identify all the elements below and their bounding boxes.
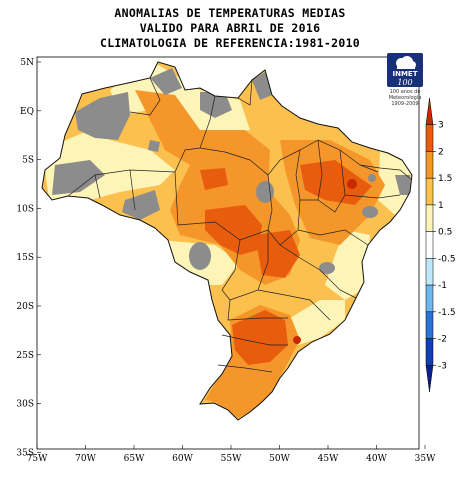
border-amapa	[237, 79, 253, 106]
colorbar-label: -1.5	[438, 308, 456, 318]
lon-label: 40W	[366, 454, 387, 464]
axis-ticks	[36, 61, 426, 453]
lon-label: 75W	[27, 454, 48, 464]
lon-label: 45W	[318, 454, 339, 464]
colorbar-segment	[425, 311, 434, 339]
colorbar-segment	[425, 204, 434, 232]
title-line-3: CLIMATOLOGIA DE REFERENCIA:1981-2010	[99, 36, 361, 50]
border-ceara	[359, 164, 413, 181]
border-acre-rondonia	[94, 169, 136, 211]
border-goias	[229, 230, 269, 301]
lat-label: 35S	[16, 448, 34, 458]
lat-label: 10S	[16, 204, 34, 214]
title-line-2: VALIDO PARA ABRIL DE 2016	[139, 21, 321, 35]
lat-label: EQ	[20, 107, 34, 117]
nodata-bahia-south	[319, 262, 335, 274]
nodata-mato-grosso	[189, 242, 211, 270]
anomaly-fields	[42, 62, 412, 420]
lon-label: 65W	[124, 454, 145, 464]
lon-label: 55W	[221, 454, 242, 464]
field-red-south	[232, 310, 288, 365]
border-sao-paulo	[227, 299, 288, 321]
colorbar-label: -0.5	[438, 254, 456, 264]
nodata-north	[150, 68, 182, 95]
field-core-northeast	[347, 179, 357, 189]
nodata-tocantins	[256, 181, 274, 203]
border-piaui-west	[300, 139, 323, 201]
colorbar-label: 1	[438, 201, 444, 211]
lat-label: 5N	[20, 58, 34, 68]
lon-label: 50W	[269, 454, 290, 464]
border-tocantins-west	[267, 174, 281, 246]
colorbar-label: -3	[438, 361, 447, 371]
colorbar-segment	[425, 231, 434, 259]
inmet-logo-badge: INMET 100	[387, 53, 423, 87]
lat-label: 20S	[16, 302, 34, 312]
field-red-north	[200, 168, 228, 190]
lon-label: 70W	[75, 454, 96, 464]
lon-label: 60W	[172, 454, 193, 464]
nodata-piaui	[368, 174, 376, 182]
nodata-rondonia	[122, 190, 160, 220]
lon-label: 35W	[415, 454, 436, 464]
lat-labels: 5N EQ 5S 10S 15S 20S 25S 30S 35S	[16, 58, 34, 458]
nodata-northwest	[75, 92, 130, 140]
lat-label: 25S	[16, 351, 34, 361]
border-bahia-south	[297, 229, 369, 246]
colorbar-segment	[425, 177, 434, 206]
colorbar-label: 2	[438, 147, 444, 157]
colorbar-segment	[425, 151, 434, 179]
colorbar-label: 1.5	[438, 174, 452, 184]
cloud-icon: INMET 100	[393, 56, 418, 87]
field-pale-northeast	[378, 150, 412, 215]
title-line-1: ANOMALIAS DE TEMPERATURAS MEDIAS	[114, 6, 346, 20]
field-core-southeast	[293, 336, 301, 344]
colorbar-segment	[425, 124, 434, 152]
lon-labels: 75W 70W 65W 60W 55W 50W 45W 40W 35W	[27, 454, 436, 464]
field-red-center-west	[205, 205, 262, 255]
border-mato-grosso-sul-west	[221, 239, 241, 301]
field-pale-southeast	[290, 300, 345, 345]
logo-number: 100	[397, 78, 412, 87]
colorbar-label: -1	[438, 281, 447, 291]
border-roraima	[129, 77, 161, 116]
lat-label: 15S	[16, 253, 34, 263]
nodata-amapa	[252, 72, 272, 100]
border-piaui-east	[317, 149, 346, 213]
nodata-north-central	[200, 92, 232, 118]
colorbar-segment	[425, 338, 434, 366]
nodata-bahia-north	[362, 206, 378, 218]
nodata-amazon-small	[148, 140, 160, 152]
colorbar-segment	[425, 365, 434, 393]
field-red-northeast	[300, 160, 372, 205]
colorbar-label: 3	[438, 121, 444, 131]
colorbar: 3 2 1.5 1 0.5 -0.5 -1 -1.5 -2 -3	[425, 97, 456, 393]
colorbar-segment	[425, 258, 434, 286]
nodata-acre	[52, 160, 105, 195]
colorbar-label: -2	[438, 335, 447, 345]
border-parana	[221, 334, 288, 346]
map-frame	[36, 56, 420, 450]
lat-label: 5S	[22, 156, 34, 166]
border-minas-north	[279, 244, 357, 299]
logo-caption: 100 anos de Meteorologia 1909-2009	[388, 89, 422, 107]
border-mato-grosso	[174, 171, 269, 241]
border-minas-south	[257, 289, 331, 321]
lat-label: 30S	[16, 400, 34, 410]
field-pale-east	[325, 230, 370, 300]
border-para-west	[199, 95, 216, 149]
inmet-logo: INMET 100 100 anos de Meteorologia 1909-…	[387, 53, 423, 115]
colorbar-segment	[425, 284, 434, 313]
state-borders	[67, 77, 413, 373]
colorbar-label: 0.5	[438, 228, 452, 238]
border-pernambuco	[344, 194, 401, 199]
colorbar-segment	[425, 97, 434, 125]
logo-name: INMET	[393, 70, 418, 78]
nodata-pernambuco	[395, 175, 412, 195]
